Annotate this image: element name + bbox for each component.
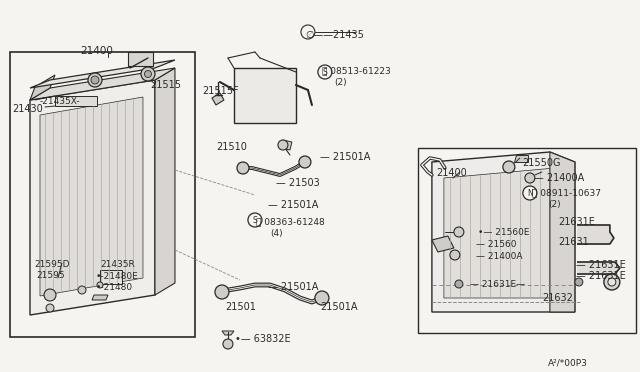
Text: — 21503: — 21503 — [276, 178, 320, 188]
Text: 21435R: 21435R — [100, 260, 135, 269]
Text: Ⓢ 08363-61248: Ⓢ 08363-61248 — [256, 217, 324, 226]
Polygon shape — [30, 80, 155, 315]
Circle shape — [237, 162, 249, 174]
Circle shape — [608, 278, 616, 286]
Text: 21595: 21595 — [36, 271, 65, 280]
Polygon shape — [30, 75, 55, 100]
Bar — [234, 68, 296, 123]
Circle shape — [88, 73, 102, 87]
Text: 21631E: 21631E — [558, 217, 595, 227]
Text: (2): (2) — [334, 78, 346, 87]
Text: Ⓢ 08513-61223: Ⓢ 08513-61223 — [322, 66, 390, 75]
Text: 21515F: 21515F — [202, 86, 239, 96]
Text: 21501A: 21501A — [320, 302, 357, 312]
Bar — [418, 148, 636, 333]
Circle shape — [315, 291, 329, 305]
Polygon shape — [30, 60, 175, 88]
Polygon shape — [432, 236, 454, 252]
Text: 21501: 21501 — [225, 302, 256, 312]
Text: — 21631E: — 21631E — [576, 271, 626, 281]
Text: — 21560: — 21560 — [476, 240, 516, 249]
Circle shape — [223, 339, 233, 349]
Text: 21430: 21430 — [12, 104, 43, 114]
Circle shape — [450, 250, 460, 260]
Circle shape — [248, 213, 262, 227]
Circle shape — [318, 65, 332, 79]
Circle shape — [141, 67, 155, 81]
Circle shape — [44, 289, 56, 301]
Circle shape — [454, 227, 464, 237]
Text: S: S — [253, 215, 257, 224]
Text: •— 63832E: •— 63832E — [235, 334, 291, 344]
Text: N: N — [527, 189, 532, 198]
Polygon shape — [155, 68, 175, 295]
Circle shape — [78, 286, 86, 294]
Text: 21515: 21515 — [150, 80, 181, 90]
Text: — 21501A: — 21501A — [268, 200, 318, 210]
Circle shape — [525, 173, 535, 183]
Circle shape — [503, 161, 515, 173]
Text: — 21400A: — 21400A — [534, 173, 584, 183]
Polygon shape — [550, 152, 575, 312]
Circle shape — [523, 186, 537, 200]
Circle shape — [301, 25, 315, 39]
Polygon shape — [30, 68, 175, 100]
Polygon shape — [432, 152, 575, 312]
Text: — 21631E: — 21631E — [576, 260, 626, 270]
Bar — [128, 52, 153, 66]
Text: (4): (4) — [270, 229, 283, 238]
Text: •-21480E: •-21480E — [96, 272, 139, 281]
Text: 21400: 21400 — [80, 46, 113, 56]
Circle shape — [604, 274, 620, 290]
Text: A²/*00P3: A²/*00P3 — [548, 358, 588, 367]
Circle shape — [46, 304, 54, 312]
Polygon shape — [578, 262, 620, 274]
Text: Ⓝ 08911-10637: Ⓝ 08911-10637 — [532, 188, 601, 197]
Text: S: S — [323, 67, 327, 77]
Bar — [10, 52, 195, 337]
Circle shape — [145, 71, 152, 77]
Circle shape — [299, 156, 311, 168]
Circle shape — [575, 278, 583, 286]
Text: -21435X-: -21435X- — [40, 97, 81, 106]
Polygon shape — [514, 155, 528, 162]
Circle shape — [455, 280, 463, 288]
Text: 21631: 21631 — [558, 237, 589, 247]
Text: 21595D: 21595D — [34, 260, 70, 269]
Text: ∅——21435: ∅——21435 — [305, 30, 364, 40]
Text: 21400: 21400 — [436, 168, 467, 178]
Bar — [55, 96, 97, 106]
Polygon shape — [281, 140, 292, 150]
Polygon shape — [212, 93, 224, 105]
Polygon shape — [92, 295, 108, 300]
Text: •— 21560E: •— 21560E — [478, 228, 529, 237]
Text: •-21480: •-21480 — [96, 283, 133, 292]
Text: 21632: 21632 — [542, 293, 573, 303]
Text: — 21631E—: — 21631E— — [470, 280, 525, 289]
Text: 21510: 21510 — [216, 142, 247, 152]
Circle shape — [278, 140, 288, 150]
Text: — 21400A: — 21400A — [476, 252, 522, 261]
Text: — 21501A: — 21501A — [268, 282, 318, 292]
Polygon shape — [578, 225, 614, 244]
Circle shape — [215, 285, 229, 299]
Polygon shape — [444, 168, 568, 298]
Circle shape — [97, 282, 103, 288]
Circle shape — [91, 76, 99, 84]
Polygon shape — [222, 331, 234, 335]
Text: (2): (2) — [548, 200, 561, 209]
Bar — [100, 270, 122, 284]
Text: 21550G: 21550G — [522, 158, 561, 168]
Polygon shape — [40, 97, 143, 296]
Text: — 21501A: — 21501A — [320, 152, 371, 162]
